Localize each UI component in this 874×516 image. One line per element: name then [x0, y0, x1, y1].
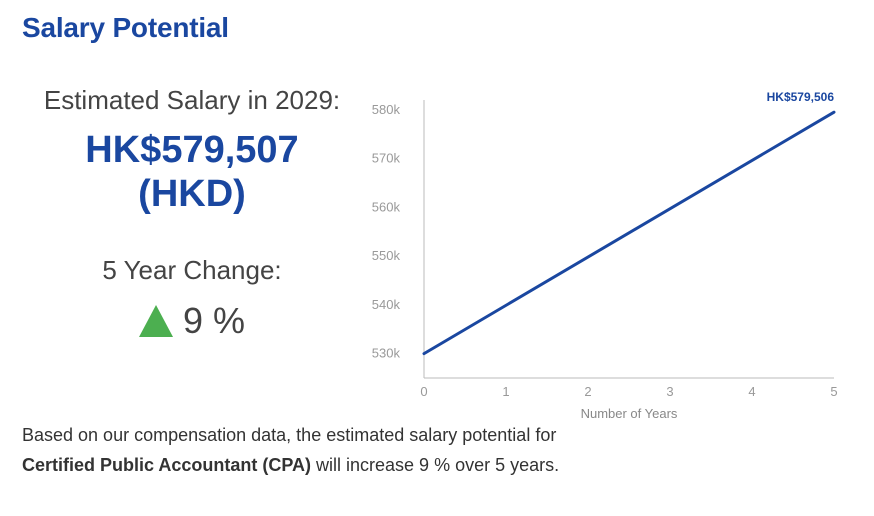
estimated-salary-amount: HK$579,507 [85, 129, 299, 171]
x-tick-label: 2 [584, 384, 591, 399]
x-tick-label: 1 [502, 384, 509, 399]
triangle-up-icon [138, 305, 173, 337]
estimated-salary-value: HK$579,507 (HKD) [22, 128, 362, 216]
y-tick-label: 530k [372, 346, 401, 361]
salary-summary: Estimated Salary in 2029: HK$579,507 (HK… [22, 82, 362, 342]
y-tick-label: 570k [372, 151, 401, 166]
description-text-end: will increase 9 % over 5 years. [311, 455, 560, 475]
estimated-salary-currency: (HKD) [138, 173, 246, 215]
y-tick-label: 550k [372, 248, 401, 263]
page-title: Salary Potential [22, 12, 229, 43]
job-title: Certified Public Accountant (CPA) [22, 455, 312, 475]
y-tick-label: 540k [372, 297, 401, 312]
x-tick-label: 3 [666, 384, 673, 399]
x-tick-label: 4 [748, 384, 755, 399]
description-text-start: Based on our compensation data, the esti… [22, 425, 557, 445]
y-tick-label: 560k [372, 199, 401, 214]
y-tick-label: 580k [372, 102, 401, 117]
five-year-change-value: 9 % [182, 300, 246, 341]
x-axis-label: Number of Years [581, 406, 678, 421]
five-year-change: 9 % [22, 300, 362, 342]
x-tick-label: 0 [420, 384, 427, 399]
estimated-salary-label: Estimated Salary in 2029: [43, 85, 341, 115]
salary-line-chart: 530k 540k 550k 560k 570k 580k 0 1 2 3 4 5 Number of … [372, 90, 838, 421]
five-year-change-label: 5 Year Change: [102, 255, 282, 285]
salary-series-line [422, 110, 836, 356]
salary-description: Based on our compensation data, the esti… [22, 420, 612, 480]
end-value-label: HK$579,506 [767, 90, 835, 104]
x-tick-label: 5 [830, 384, 837, 399]
